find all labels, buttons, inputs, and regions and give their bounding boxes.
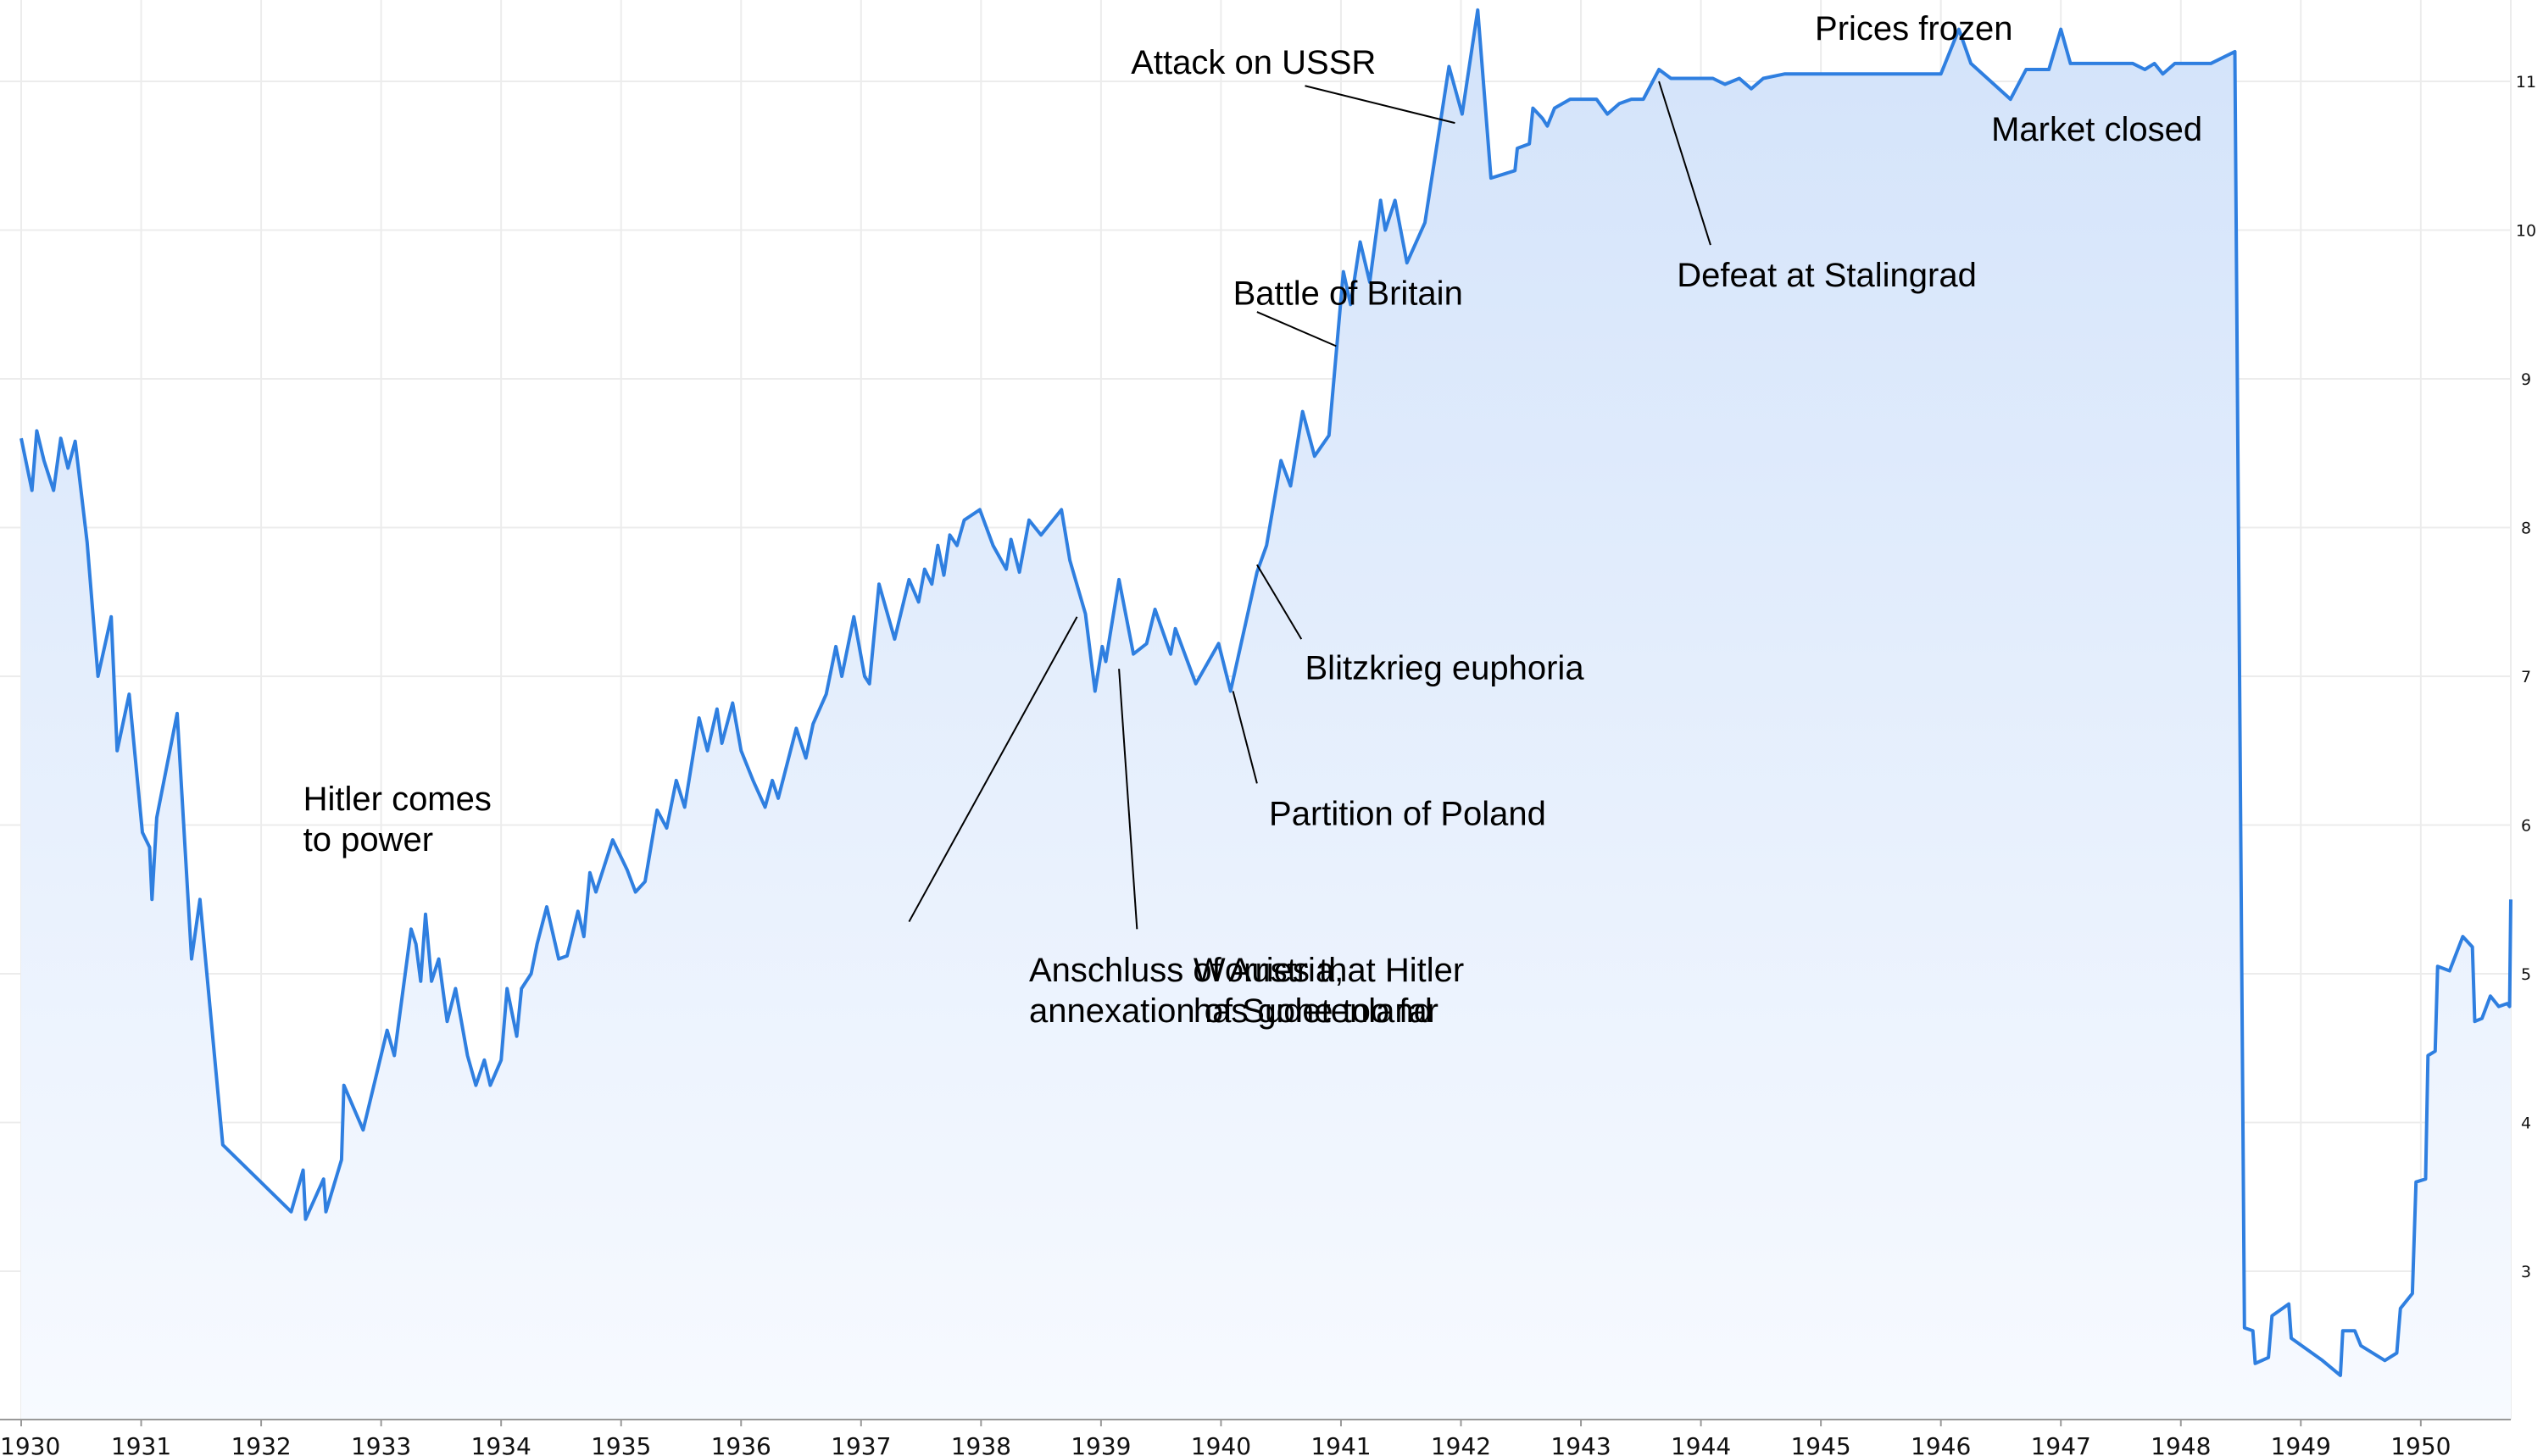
x-tick-label: 1939 <box>1071 1432 1131 1456</box>
annotation-leader-line <box>1232 691 1258 784</box>
annotation-label: Market closed <box>1991 111 2202 148</box>
annotation-leader-line <box>1256 311 1337 347</box>
x-tick-label: 1945 <box>1790 1432 1850 1456</box>
series-area-fill <box>21 9 2511 1420</box>
x-axis-ticks: 1930 1931 1932 1933 1934 1935 1936 1937 1938 1939… <box>0 1420 2451 1456</box>
annotation-leaders <box>908 81 1711 930</box>
x-tick-label: 1949 <box>2271 1432 2331 1456</box>
annotation-label: Blitzkrieg euphoria <box>1305 650 1585 687</box>
annotation-leader-line <box>1118 669 1138 930</box>
x-tick-label: 1940 <box>1191 1432 1251 1456</box>
annotation-label: to power <box>303 821 433 859</box>
y-tick-label: 5 <box>2521 965 2531 984</box>
x-tick-label: 1947 <box>2031 1432 2091 1456</box>
x-tick-label: 1944 <box>1671 1432 1731 1456</box>
annotation-leader-line <box>1256 564 1303 640</box>
annotation-label: Hitler comes <box>303 781 492 818</box>
y-tick-label: 11 <box>2516 73 2536 92</box>
x-tick-label: 1933 <box>351 1432 411 1456</box>
x-tick-label: 1941 <box>1310 1432 1371 1456</box>
series-line <box>19 8 2512 1377</box>
y-tick-label: 9 <box>2521 370 2531 389</box>
annotation-label: Defeat at Stalingrad <box>1677 257 1977 294</box>
y-tick-label: 10 <box>2516 222 2536 241</box>
x-tick-label: 1930 <box>0 1432 60 1456</box>
annotation-leader-line <box>1658 81 1711 246</box>
x-tick-label: 1931 <box>111 1432 171 1456</box>
y-tick-label: 4 <box>2521 1114 2531 1133</box>
x-tick-label: 1937 <box>831 1432 891 1456</box>
y-tick-label: 6 <box>2521 817 2531 836</box>
annotation-label: annexation of Sudetenland <box>1029 992 1433 1030</box>
y-tick-label: 3 <box>2521 1263 2531 1281</box>
annotation-leader-line <box>908 616 1078 923</box>
annotation-leader-line <box>1305 85 1455 125</box>
x-tick-label: 1943 <box>1550 1432 1611 1456</box>
annotation-label: Worries that Hitler <box>1194 952 1464 989</box>
x-tick-label: 1946 <box>1911 1432 1971 1456</box>
annotation-label: Attack on USSR <box>1131 44 1376 81</box>
x-tick-label: 1935 <box>591 1432 651 1456</box>
annotation-label: Prices frozen <box>1815 10 2012 47</box>
y-axis-ticks: 3 4 5 6 7 8 9 10 11 <box>2516 73 2536 1281</box>
annotation-label: Anschluss of Austria, <box>1029 952 1344 989</box>
annotation-label: Battle of Britain <box>1233 275 1463 312</box>
annotation-label: Partition of Poland <box>1269 796 1546 833</box>
x-tick-label: 1932 <box>231 1432 291 1456</box>
x-tick-label: 1948 <box>2151 1432 2211 1456</box>
x-tick-label: 1936 <box>711 1432 771 1456</box>
y-tick-label: 7 <box>2521 668 2531 686</box>
x-tick-label: 1950 <box>2390 1432 2451 1456</box>
x-tick-label: 1942 <box>1431 1432 1491 1456</box>
x-tick-label: 1934 <box>471 1432 531 1456</box>
y-tick-label: 8 <box>2521 520 2531 538</box>
annotation-label: has gone too far <box>1194 992 1438 1030</box>
x-tick-label: 1938 <box>951 1432 1011 1456</box>
